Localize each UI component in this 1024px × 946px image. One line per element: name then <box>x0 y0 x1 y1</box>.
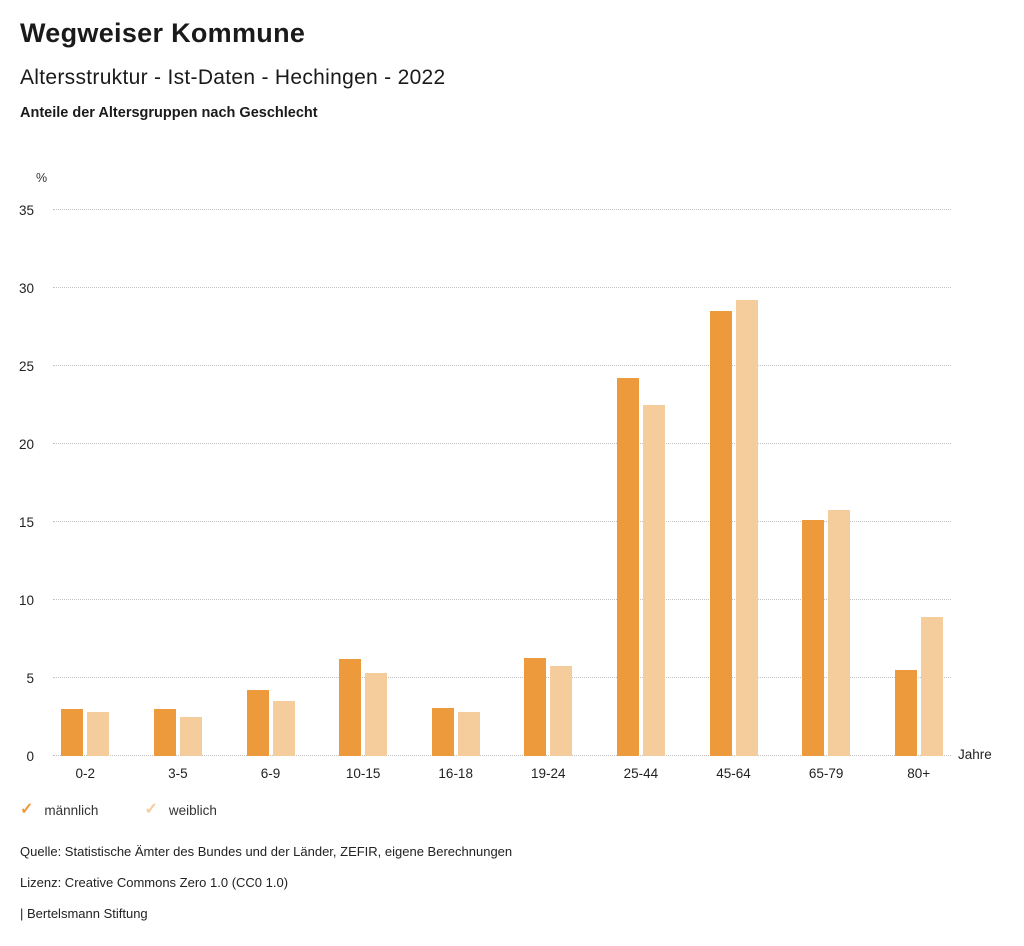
bar-männlich-16-18[interactable] <box>431 707 454 756</box>
bar-pair <box>153 210 202 756</box>
x-axis-unit-label: Jahre <box>958 747 992 762</box>
check-icon: ✓ <box>20 801 34 818</box>
bar-männlich-65-79[interactable] <box>802 520 825 756</box>
bar-pair <box>61 210 110 756</box>
x-tick-label-0-2: 0-2 <box>75 766 96 781</box>
y-tick-label-20: 20 <box>18 436 34 452</box>
y-tick-label-30: 30 <box>18 280 34 296</box>
bar-group-6-9: 6-9 <box>246 210 295 781</box>
y-tick-label-10: 10 <box>18 592 34 608</box>
legend: ✓ männlich ✓ weiblich <box>20 802 217 818</box>
gridline-10 <box>53 599 951 600</box>
bar-männlich-45-64[interactable] <box>709 311 732 756</box>
y-tick-label-5: 5 <box>26 670 34 686</box>
bar-weiblich-16-18[interactable] <box>457 712 480 756</box>
gridline-25 <box>53 365 951 366</box>
gridline-20 <box>53 443 951 444</box>
x-tick-label-45-64: 45-64 <box>716 766 751 781</box>
chart-subtitle: Altersstruktur - Ist-Daten - Hechingen -… <box>20 66 446 89</box>
bar-pair <box>802 210 851 756</box>
legend-label: männlich <box>44 802 99 818</box>
bar-group-10-15: 10-15 <box>339 210 388 781</box>
bar-pair <box>431 210 480 756</box>
attribution-text: | Bertelsmann Stiftung <box>20 906 148 921</box>
bar-weiblich-65-79[interactable] <box>828 509 851 756</box>
bar-pair <box>709 210 758 756</box>
bar-weiblich-25-44[interactable] <box>642 405 665 756</box>
gridline-30 <box>53 287 951 288</box>
legend-label: weiblich <box>168 802 217 818</box>
bar-group-45-64: 45-64 <box>709 210 758 781</box>
bar-weiblich-10-15[interactable] <box>365 673 388 756</box>
x-tick-label-16-18: 16-18 <box>438 766 473 781</box>
bar-weiblich-45-64[interactable] <box>735 300 758 756</box>
bar-männlich-10-15[interactable] <box>339 659 362 756</box>
bar-weiblich-3-5[interactable] <box>179 717 202 756</box>
x-tick-label-10-15: 10-15 <box>345 766 381 781</box>
legend-item-weiblich[interactable]: ✓ weiblich <box>144 802 216 818</box>
bar-pair <box>616 210 665 756</box>
bar-pair <box>894 210 943 756</box>
license-text: Lizenz: Creative Commons Zero 1.0 (CC0 1… <box>20 875 289 890</box>
y-axis-unit-label: % <box>36 171 48 185</box>
bar-group-16-18: 16-18 <box>431 210 480 781</box>
legend-item-maennlich[interactable]: ✓ männlich <box>20 802 98 818</box>
bar-pair <box>524 210 573 756</box>
y-axis: 0 5 10 15 20 25 30 35 <box>0 203 34 762</box>
y-tick-label-25: 25 <box>18 358 34 374</box>
bar-weiblich-0-2[interactable] <box>87 712 110 756</box>
bar-group-80+: 80+ <box>894 210 943 781</box>
bar-group-19-24: 19-24 <box>524 210 573 781</box>
grid <box>53 209 951 756</box>
y-tick-label-35: 35 <box>18 202 34 218</box>
bar-pair <box>246 210 295 756</box>
page-title: Wegweiser Kommune <box>20 18 306 48</box>
check-icon: ✓ <box>144 801 158 818</box>
y-tick-label-15: 15 <box>18 514 34 530</box>
x-tick-label-25-44: 25-44 <box>623 766 659 781</box>
bar-männlich-25-44[interactable] <box>616 378 639 756</box>
bar-group-3-5: 3-5 <box>153 210 202 781</box>
bar-männlich-80+[interactable] <box>894 670 917 756</box>
bar-männlich-6-9[interactable] <box>246 690 269 756</box>
bar-weiblich-19-24[interactable] <box>550 665 573 756</box>
bar-männlich-0-2[interactable] <box>61 709 84 756</box>
bar-männlich-19-24[interactable] <box>524 657 547 756</box>
gridline-5 <box>53 677 951 678</box>
x-tick-label-19-24: 19-24 <box>531 766 566 781</box>
bar-weiblich-80+[interactable] <box>920 617 943 756</box>
bar-group-65-79: 65-79 <box>802 210 851 781</box>
bar-group-25-44: 25-44 <box>616 210 665 781</box>
bar-pair <box>339 210 388 756</box>
gridline-15 <box>53 521 951 522</box>
chart-heading: Anteile der Altersgruppen nach Geschlech… <box>20 105 318 121</box>
y-tick-label-0: 0 <box>26 748 34 764</box>
x-tick-label-65-79: 65-79 <box>808 766 844 781</box>
bar-weiblich-6-9[interactable] <box>272 701 295 756</box>
bar-männlich-3-5[interactable] <box>153 709 176 756</box>
x-tick-label-80+: 80+ <box>907 766 931 781</box>
bars-region: 0-2 3-5 6-9 10-15 16-18 19-24 25-44 45-64 65-79 8… <box>39 210 965 781</box>
x-tick-label-6-9: 6-9 <box>260 766 281 781</box>
x-tick-label-3-5: 3-5 <box>168 766 188 781</box>
gridline-35 <box>53 209 951 210</box>
bar-group-0-2: 0-2 <box>61 210 110 781</box>
gridline-0 <box>53 755 951 756</box>
source-text: Quelle: Statistische Ämter des Bundes un… <box>20 844 513 859</box>
